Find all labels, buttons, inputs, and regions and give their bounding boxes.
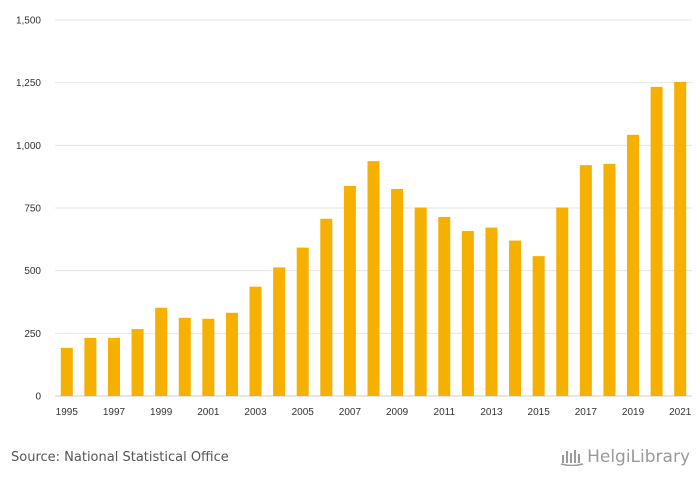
x-axis-labels: 1995 1997 1999 2001 2003 2005 2007 2009 2011 2013…: [56, 407, 692, 418]
bar-2014[interactable]: [509, 240, 522, 396]
bar-2009[interactable]: [391, 188, 404, 396]
helgi-library-logo-icon: [561, 450, 584, 466]
bar-2000[interactable]: [178, 317, 191, 396]
x-tick-label: 2015: [528, 407, 551, 418]
bar-2019[interactable]: [627, 134, 640, 396]
x-tick-label: 2001: [197, 407, 220, 418]
bar-2011[interactable]: [438, 217, 451, 396]
y-axis-labels: 0 250 500 750 1,000 1,250 1,500: [16, 16, 41, 403]
bars: [60, 81, 687, 396]
brand-name: HelgiLibrary: [587, 447, 690, 467]
bar-2001[interactable]: [202, 318, 215, 396]
bar-2020[interactable]: [650, 86, 663, 396]
x-tick-label: 1999: [150, 407, 173, 418]
x-tick-label: 2007: [339, 407, 362, 418]
bar-1995[interactable]: [60, 347, 73, 396]
bar-2007[interactable]: [343, 185, 356, 396]
bar-2003[interactable]: [249, 286, 262, 396]
y-tick-label: 750: [24, 204, 41, 215]
bar-2021[interactable]: [674, 81, 687, 396]
bar-2010[interactable]: [414, 207, 427, 396]
bar-1998[interactable]: [131, 329, 144, 396]
y-tick-label: 1,000: [16, 141, 41, 152]
bar-2012[interactable]: [461, 231, 474, 396]
bar-2006[interactable]: [320, 218, 333, 396]
x-tick-label: 2005: [292, 407, 315, 418]
bar-2018[interactable]: [603, 163, 616, 396]
x-tick-label: 2019: [622, 407, 645, 418]
x-tick-label: 2009: [386, 407, 409, 418]
x-tick-label: 1995: [56, 407, 79, 418]
x-tick-label: 2003: [244, 407, 267, 418]
bar-2017[interactable]: [579, 165, 592, 396]
bar-2004[interactable]: [273, 267, 286, 396]
x-tick-label: 2011: [434, 407, 456, 418]
y-tick-label: 1,250: [16, 78, 41, 89]
bar-1997[interactable]: [107, 337, 120, 396]
y-tick-label: 1,500: [16, 16, 41, 27]
bar-2008[interactable]: [367, 161, 380, 396]
y-tick-label: 0: [35, 392, 41, 403]
bar-2002[interactable]: [225, 312, 238, 396]
y-tick-label: 500: [24, 266, 41, 277]
bar-1996[interactable]: [84, 337, 97, 396]
bar-chart: 0 250 500 750 1,000 1,250 1,500 1995 1997 1999 20…: [16, 16, 692, 418]
bar-2013[interactable]: [485, 227, 498, 396]
x-tick-label: 2017: [575, 407, 598, 418]
bar-2005[interactable]: [296, 247, 309, 396]
x-tick-label: 2021: [669, 407, 692, 418]
bar-2015[interactable]: [532, 256, 545, 396]
brand-logo[interactable]: HelgiLibrary: [561, 447, 690, 467]
source-note: Source: National Statistical Office: [11, 450, 229, 465]
x-tick-label: 2013: [480, 407, 503, 418]
bar-1999[interactable]: [155, 307, 168, 396]
bar-2016[interactable]: [556, 207, 569, 396]
x-tick-label: 1997: [103, 407, 126, 418]
y-tick-label: 250: [24, 329, 41, 340]
